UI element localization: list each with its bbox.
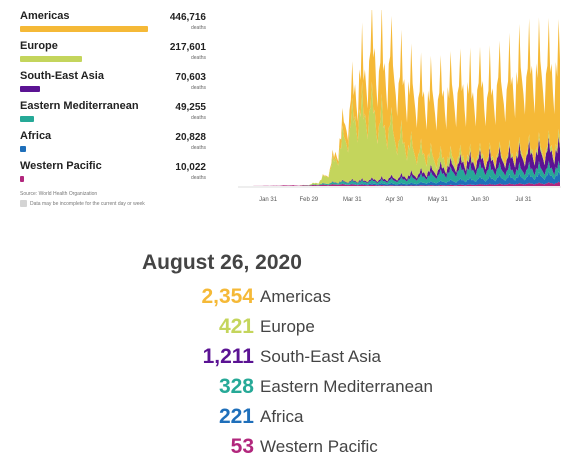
source-note: Source: World Health Organization bbox=[20, 191, 98, 197]
series-area-americas bbox=[240, 10, 560, 186]
incomplete-data-note: Data may be incomplete for the current d… bbox=[20, 200, 145, 207]
summary-row: 53 Western Pacific bbox=[150, 433, 470, 463]
summary-row: 328 Eastern Mediterranean bbox=[150, 373, 470, 403]
region-row[interactable]: South-East Asia 70,603 deaths bbox=[18, 68, 208, 98]
summary-row: 2,354 Americas bbox=[150, 283, 470, 313]
x-tick-label: Jan 31 bbox=[259, 197, 278, 203]
region-unit: deaths bbox=[190, 145, 206, 151]
region-name: Americas bbox=[20, 10, 70, 22]
series-layer bbox=[240, 10, 560, 186]
summary-value: 1,211 bbox=[202, 345, 254, 368]
region-deaths: 10,022 bbox=[175, 162, 206, 173]
region-row[interactable]: Africa 20,828 deaths bbox=[18, 128, 208, 158]
region-unit: deaths bbox=[190, 115, 206, 121]
summary-value: 2,354 bbox=[201, 285, 254, 308]
x-tick-label: Apr 30 bbox=[386, 197, 404, 203]
summary-value: 421 bbox=[218, 315, 254, 338]
summary-region-name: South-East Asia bbox=[260, 347, 381, 366]
region-row[interactable]: Americas 446,716 deaths bbox=[18, 8, 208, 38]
summary-value: 53 bbox=[230, 435, 254, 458]
incomplete-data-swatch bbox=[20, 200, 27, 207]
x-tick-layer: Jan 31 Feb 29 Mar 31 Apr 30 May 31 Jun 30 Jul … bbox=[259, 197, 532, 203]
summary-region-name: Europe bbox=[260, 317, 315, 336]
region-bar bbox=[20, 86, 40, 92]
region-deaths: 446,716 bbox=[169, 12, 206, 23]
summary-region-name: Americas bbox=[260, 287, 331, 306]
x-tick-label: Jul 31 bbox=[515, 197, 532, 203]
region-bar bbox=[20, 26, 148, 32]
region-name: Europe bbox=[20, 40, 58, 52]
series-area-eastern-mediterranean bbox=[240, 160, 560, 186]
region-unit: deaths bbox=[190, 55, 206, 61]
daily-deaths-chart[interactable]: Jan 31 Feb 29 Mar 31 Apr 30 May 31 Jun 30 Jul … bbox=[236, 10, 566, 210]
summary-date: August 26, 2020 bbox=[142, 251, 302, 274]
region-deaths: 70,603 bbox=[175, 72, 206, 83]
summary-row: 221 Africa bbox=[150, 403, 470, 433]
x-tick-label: Jun 30 bbox=[471, 197, 490, 203]
summary-row: 1,211 South-East Asia bbox=[150, 343, 470, 373]
region-row[interactable]: Eastern Mediterranean 49,255 deaths bbox=[18, 98, 208, 128]
region-deaths: 49,255 bbox=[175, 102, 206, 113]
summary-value: 221 bbox=[218, 405, 254, 428]
region-unit: deaths bbox=[190, 25, 206, 31]
summary-list: 2,354 Americas 421 Europe 1,211 South-Ea… bbox=[150, 283, 470, 463]
summary-region-name: Eastern Mediterranean bbox=[260, 377, 433, 396]
region-row[interactable]: Western Pacific 10,022 deaths bbox=[18, 158, 208, 188]
region-bar bbox=[20, 176, 24, 182]
region-bar bbox=[20, 116, 34, 122]
region-deaths: 20,828 bbox=[175, 132, 206, 143]
region-unit: deaths bbox=[190, 175, 206, 181]
x-tick-label: Feb 29 bbox=[299, 197, 318, 203]
region-list: Americas 446,716 deaths Europe 217,601 d… bbox=[18, 8, 208, 188]
region-deaths: 217,601 bbox=[169, 42, 206, 53]
summary-row: 421 Europe bbox=[150, 313, 470, 343]
region-name: Africa bbox=[20, 130, 52, 142]
region-unit: deaths bbox=[190, 85, 206, 91]
summary-region-name: Western Pacific bbox=[260, 437, 378, 456]
region-bar bbox=[20, 146, 26, 152]
series-area-europe bbox=[240, 81, 560, 186]
region-name: South-East Asia bbox=[20, 70, 104, 82]
region-name: Western Pacific bbox=[20, 160, 102, 172]
region-name: Eastern Mediterranean bbox=[20, 100, 139, 112]
summary-value: 328 bbox=[218, 375, 254, 398]
x-tick-label: Mar 31 bbox=[343, 197, 362, 203]
x-tick-label: May 31 bbox=[428, 197, 448, 203]
incomplete-data-text: Data may be incomplete for the current d… bbox=[30, 200, 145, 207]
series-area-africa bbox=[240, 170, 560, 186]
region-bar bbox=[20, 56, 82, 62]
summary-region-name: Africa bbox=[260, 407, 304, 426]
region-row[interactable]: Europe 217,601 deaths bbox=[18, 38, 208, 68]
